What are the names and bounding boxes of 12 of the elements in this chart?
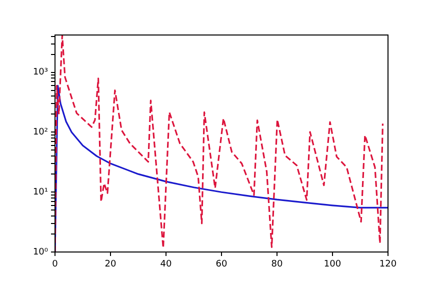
x-tick-label: 60 <box>216 260 228 270</box>
x-tick-label: 0 <box>52 260 58 270</box>
x-tick-label: 120 <box>379 260 397 270</box>
y-tick-label: 10² <box>32 128 48 138</box>
y-tick-label: 10⁰ <box>32 247 48 258</box>
line-series <box>55 35 384 252</box>
y-tick-label: 10¹ <box>32 187 48 198</box>
x-tick-label: 20 <box>104 260 116 270</box>
x-tick-label: 100 <box>324 260 342 270</box>
x-tick-label: 80 <box>271 260 283 270</box>
x-tick-label: 40 <box>160 260 172 270</box>
y-tick-label: 10³ <box>32 68 48 78</box>
